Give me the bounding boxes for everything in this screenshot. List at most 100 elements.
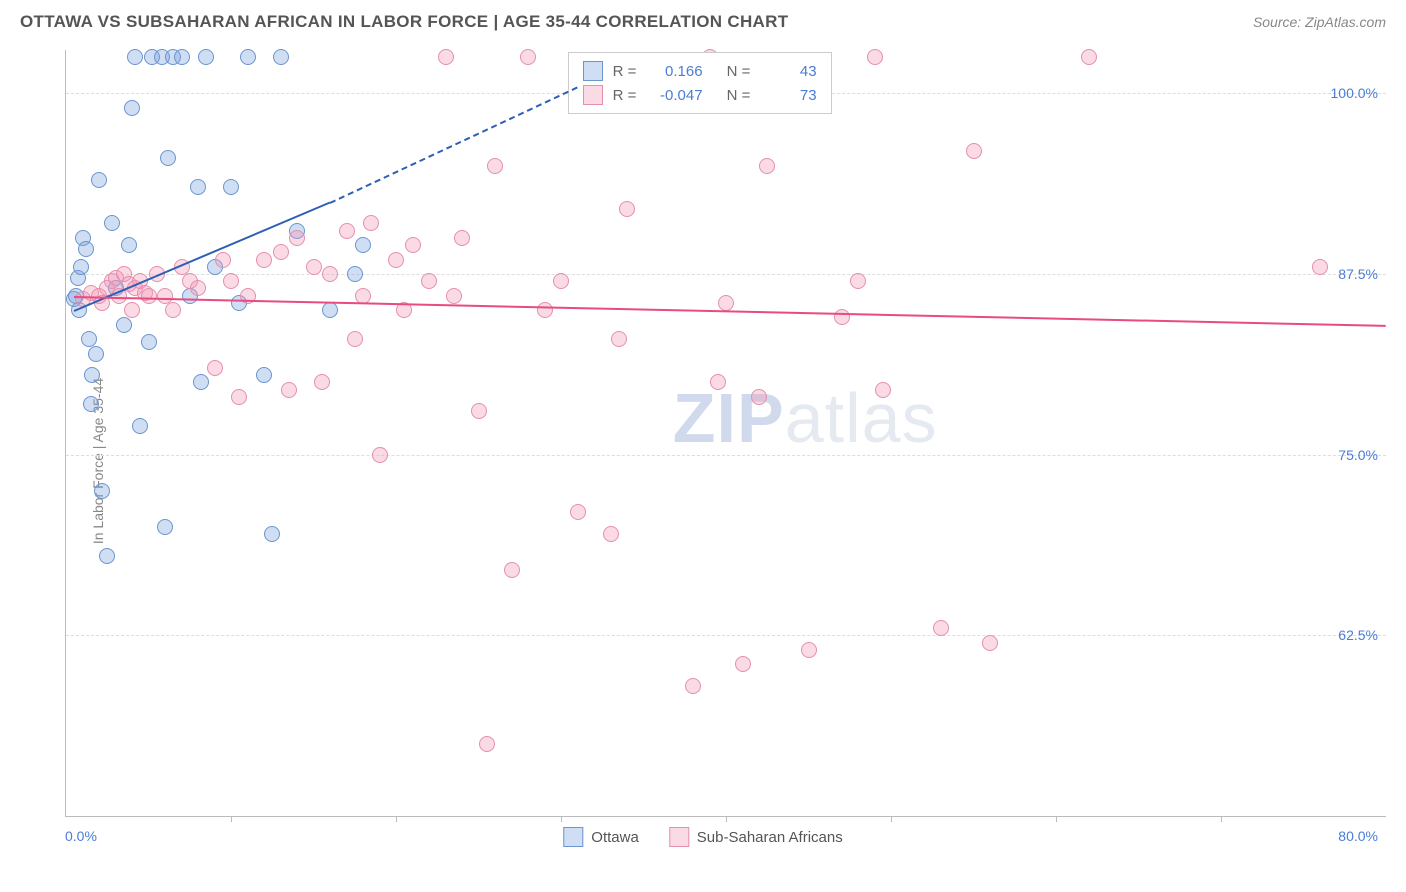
- data-point: [73, 259, 89, 275]
- data-point: [165, 302, 181, 318]
- data-point: [405, 237, 421, 253]
- data-point: [322, 266, 338, 282]
- data-point: [685, 678, 701, 694]
- data-point: [190, 179, 206, 195]
- watermark: ZIPatlas: [673, 378, 938, 458]
- data-point: [471, 403, 487, 419]
- data-point: [504, 562, 520, 578]
- x-tick: [1056, 816, 1057, 822]
- x-tick: [561, 816, 562, 822]
- data-point: [479, 736, 495, 752]
- chart-area: In Labor Force | Age 35-44 ZIPatlas 62.5…: [20, 50, 1386, 872]
- series-legend: Ottawa Sub-Saharan Africans: [563, 827, 842, 847]
- data-point: [603, 526, 619, 542]
- legend-label: Ottawa: [591, 829, 639, 846]
- data-point: [124, 302, 140, 318]
- data-point: [88, 346, 104, 362]
- data-point: [446, 288, 462, 304]
- data-point: [273, 244, 289, 260]
- data-point: [94, 483, 110, 499]
- gridline: [66, 274, 1386, 275]
- data-point: [289, 230, 305, 246]
- data-point: [1081, 49, 1097, 65]
- legend-swatch: [563, 827, 583, 847]
- data-point: [759, 158, 775, 174]
- data-point: [537, 302, 553, 318]
- data-point: [347, 266, 363, 282]
- legend-n-label: N =: [727, 63, 757, 80]
- legend-swatch: [583, 61, 603, 81]
- data-point: [363, 215, 379, 231]
- data-point: [99, 548, 115, 564]
- data-point: [619, 201, 635, 217]
- legend-item: Ottawa: [563, 827, 639, 847]
- data-point: [1312, 259, 1328, 275]
- data-point: [611, 331, 627, 347]
- data-point: [174, 49, 190, 65]
- chart-header: OTTAWA VS SUBSAHARAN AFRICAN IN LABOR FO…: [0, 0, 1406, 40]
- legend-swatch: [583, 85, 603, 105]
- x-tick: [891, 816, 892, 822]
- gridline: [66, 635, 1386, 636]
- legend-n-value: 43: [767, 63, 817, 80]
- legend-r-value: -0.047: [653, 87, 703, 104]
- legend-n-label: N =: [727, 87, 757, 104]
- data-point: [710, 374, 726, 390]
- data-point: [116, 317, 132, 333]
- x-tick: [1221, 816, 1222, 822]
- data-point: [84, 367, 100, 383]
- data-point: [718, 295, 734, 311]
- data-point: [339, 223, 355, 239]
- data-point: [347, 331, 363, 347]
- x-axis-max-label: 80.0%: [1338, 828, 1378, 844]
- plot-region: ZIPatlas 62.5%75.0%87.5%100.0%R =0.166N …: [65, 50, 1386, 817]
- legend-label: Sub-Saharan Africans: [697, 829, 843, 846]
- y-tick-label: 75.0%: [1338, 447, 1378, 463]
- data-point: [207, 360, 223, 376]
- data-point: [132, 418, 148, 434]
- data-point: [933, 620, 949, 636]
- gridline: [66, 455, 1386, 456]
- data-point: [735, 656, 751, 672]
- data-point: [157, 288, 173, 304]
- data-point: [121, 237, 137, 253]
- data-point: [104, 215, 120, 231]
- legend-row: R = 0.166 N = 43: [583, 59, 817, 83]
- legend-n-value: 73: [767, 87, 817, 104]
- data-point: [160, 150, 176, 166]
- correlation-legend: R = 0.166 N = 43R = -0.047 N = 73: [568, 52, 832, 114]
- data-point: [454, 230, 470, 246]
- legend-swatch: [669, 827, 689, 847]
- data-point: [273, 49, 289, 65]
- data-point: [553, 273, 569, 289]
- watermark-light: atlas: [785, 379, 938, 457]
- data-point: [834, 309, 850, 325]
- y-tick-label: 62.5%: [1338, 627, 1378, 643]
- data-point: [91, 172, 107, 188]
- legend-item: Sub-Saharan Africans: [669, 827, 843, 847]
- trend-line: [330, 86, 578, 203]
- data-point: [193, 374, 209, 390]
- chart-source: Source: ZipAtlas.com: [1253, 14, 1386, 30]
- data-point: [867, 49, 883, 65]
- data-point: [83, 396, 99, 412]
- data-point: [127, 49, 143, 65]
- data-point: [231, 389, 247, 405]
- data-point: [264, 526, 280, 542]
- data-point: [78, 241, 94, 257]
- data-point: [215, 252, 231, 268]
- data-point: [256, 367, 272, 383]
- legend-r-value: 0.166: [653, 63, 703, 80]
- legend-r-label: R =: [613, 63, 643, 80]
- data-point: [190, 280, 206, 296]
- data-point: [421, 273, 437, 289]
- data-point: [875, 382, 891, 398]
- data-point: [198, 49, 214, 65]
- data-point: [306, 259, 322, 275]
- data-point: [751, 389, 767, 405]
- x-axis-min-label: 0.0%: [65, 828, 97, 844]
- data-point: [438, 49, 454, 65]
- data-point: [801, 642, 817, 658]
- data-point: [355, 237, 371, 253]
- data-point: [141, 288, 157, 304]
